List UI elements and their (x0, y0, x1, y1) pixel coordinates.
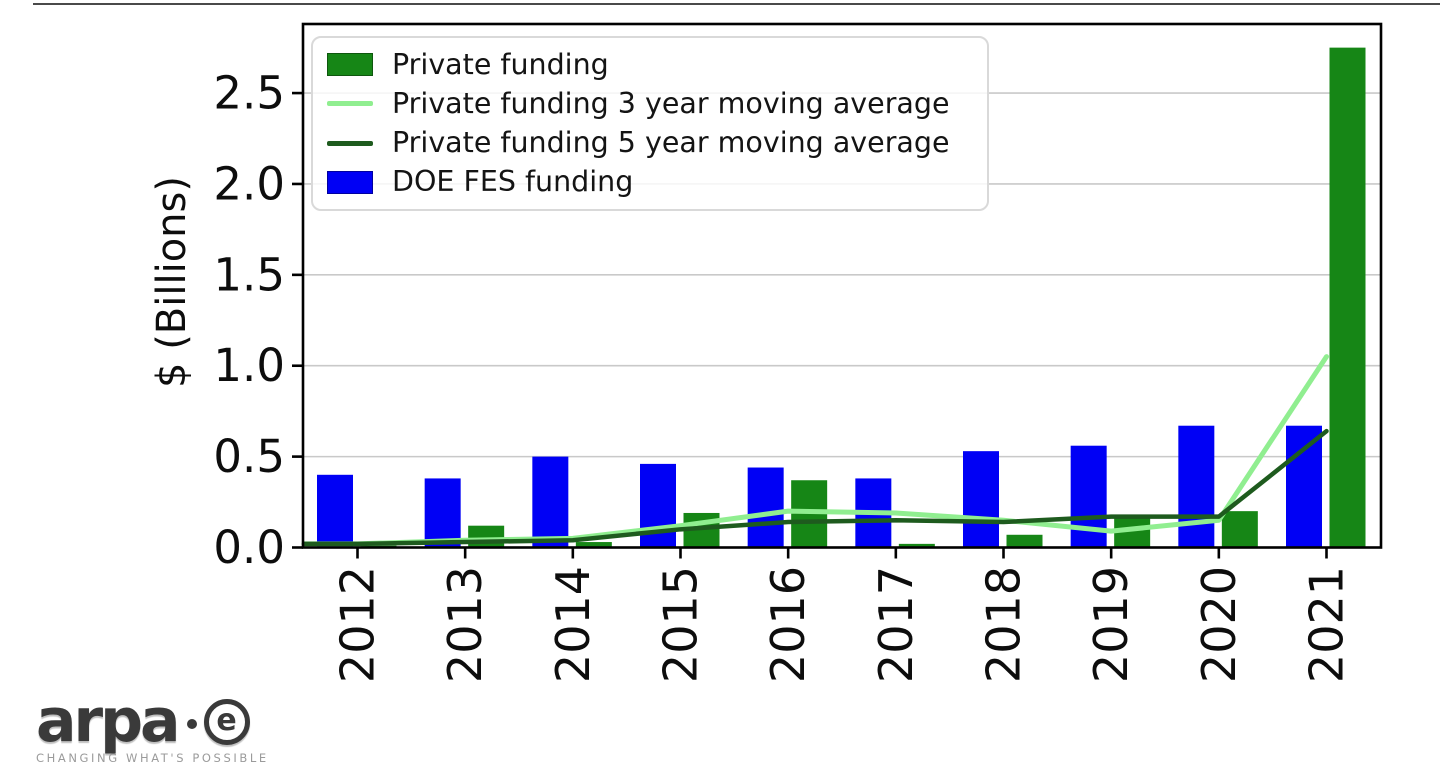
y-tick-label: 1.0 (213, 339, 285, 392)
y-tick-label: 1.5 (213, 248, 285, 301)
doe-fes-bar-2014 (532, 456, 569, 548)
legend-swatch (327, 53, 373, 77)
legend-line-icon (327, 101, 373, 107)
doe-fes-bar-2020 (1178, 425, 1215, 548)
logo-text-arpa: arpa (36, 686, 181, 756)
legend-swatch (327, 140, 373, 146)
private-funding-bar-2021 (1329, 47, 1366, 548)
chart-legend: Private funding Private funding 3 year mo… (311, 36, 989, 211)
x-tick-label-2020: 2020 (1192, 566, 1246, 683)
y-tick-label: 2.5 (213, 67, 285, 120)
legend-row: Private funding 5 year moving average (327, 126, 973, 160)
legend-swatch (327, 170, 373, 194)
logo-e-circle-icon: e (203, 699, 250, 745)
x-tick-label-2012: 2012 (331, 566, 385, 683)
arpae-wordmark: arpa e (36, 691, 269, 751)
legend-line-icon (327, 140, 373, 146)
x-tick-label-2014: 2014 (546, 566, 600, 683)
logo-text-e: e (216, 702, 237, 738)
logo-dot (186, 719, 197, 729)
doe-fes-bar-2013 (424, 478, 461, 548)
private-funding-bar-2018 (1006, 534, 1043, 548)
x-tick-label-2018: 2018 (977, 566, 1031, 683)
legend-label: Private funding 3 year moving average (392, 86, 950, 120)
legend-patch-icon (327, 53, 373, 77)
doe-fes-bar-2012 (317, 474, 353, 548)
x-tick-label-2017: 2017 (869, 566, 923, 683)
legend-patch-icon (327, 170, 373, 194)
legend-label: DOE FES funding (392, 165, 634, 199)
x-tick-label-2013: 2013 (438, 566, 492, 683)
private-funding-bar-2017 (898, 543, 935, 548)
y-tick-label: 0.0 (213, 521, 285, 574)
legend-row: Private funding 3 year moving average (327, 87, 973, 121)
doe-fes-bar-2016 (747, 467, 784, 548)
x-tick-label-2019: 2019 (1084, 566, 1138, 683)
doe-fes-bar-2021 (1286, 425, 1322, 548)
doe-fes-bar-2018 (963, 451, 999, 548)
y-tick-label: 2.0 (213, 157, 285, 210)
private-funding-bar-2014 (575, 542, 612, 548)
x-tick-label-2015: 2015 (654, 566, 708, 683)
plot-border (301, 22, 1383, 549)
arpae-logo: arpa e CHANGING WHAT'S POSSIBLE (36, 691, 269, 765)
moving-avg-5yr-line (301, 428, 1329, 547)
legend-swatch (327, 101, 373, 107)
top-divider-line (33, 3, 1440, 5)
legend-row: Private funding (327, 48, 973, 82)
private-funding-bar-2013 (468, 525, 505, 548)
logo-tagline: CHANGING WHAT'S POSSIBLE (36, 751, 269, 765)
x-tick-label-2021: 2021 (1300, 566, 1354, 683)
x-tick-label-2016: 2016 (761, 566, 815, 683)
legend-label: Private funding 5 year moving average (392, 126, 950, 160)
y-tick-label: 0.5 (213, 430, 285, 483)
private-funding-bar-2020 (1221, 511, 1258, 548)
legend-row: DOE FES funding (327, 165, 973, 199)
legend-label: Private funding (392, 47, 609, 81)
y-axis-label: $ (Billions) (149, 176, 195, 388)
